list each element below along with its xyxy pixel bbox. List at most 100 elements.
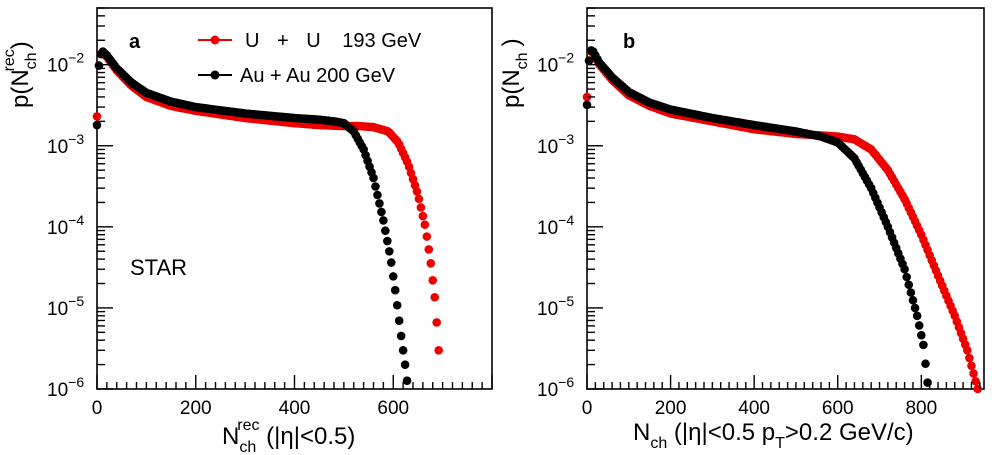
panel-b: 10−210−310−410−510−6 0 200 400 600 800 b p(N… <box>498 7 985 452</box>
x-tick-label: 200 <box>180 398 212 419</box>
panel-b-frame <box>586 7 985 390</box>
panel-b-xlabel-sub: ch <box>650 435 667 452</box>
panel-b-xlabel-mid: (|η|<0.5 p <box>667 419 775 446</box>
panel-b-y-axis-label: p(Nch) <box>498 38 531 108</box>
data-point-auau <box>379 216 388 225</box>
data-point-auau <box>373 190 382 200</box>
data-point-uu <box>428 276 438 285</box>
panel-a-y-ticks: 10−210−310−410−510−6 <box>47 7 113 401</box>
x-tick-label: 400 <box>279 398 311 419</box>
panel-a-ylabel-sup: rec <box>1 49 18 71</box>
y-tick-base: 10 <box>47 137 68 158</box>
data-point-auau <box>386 258 396 267</box>
data-point-uu <box>965 353 974 363</box>
panel-a-ylabel-main: p(N <box>7 69 34 108</box>
panel-b-x-axis-label: Nch (|η|<0.5 pT>0.2 GeV/c) <box>633 419 914 452</box>
data-point-uu <box>414 194 424 204</box>
y-tick-base: 10 <box>47 380 68 401</box>
data-point-auau <box>392 300 402 310</box>
legend-uu-part-2: + <box>277 30 289 52</box>
y-tick-base: 10 <box>537 137 558 158</box>
panel-b-xlabel-main: N <box>633 419 650 446</box>
legend-uu-part-1: U <box>245 30 259 52</box>
data-point-auau <box>902 272 911 282</box>
panel-a-xlabel-rest: (|η|<0.5) <box>259 423 355 450</box>
panel-b-data-points <box>582 46 983 394</box>
data-point-auau <box>394 316 404 326</box>
data-point-auau <box>582 100 592 110</box>
data-point-auau <box>381 226 390 236</box>
data-point-auau <box>914 321 924 330</box>
panel-a-ylabel-close: ) <box>7 41 34 49</box>
y-tick-base: 10 <box>47 218 68 239</box>
x-tick-label: 600 <box>377 398 409 419</box>
y-tick-label: 10−3 <box>537 131 574 158</box>
data-point-auau <box>390 285 400 295</box>
data-point-uu <box>424 245 434 254</box>
data-point-uu <box>973 384 983 394</box>
data-point-auau <box>94 61 104 70</box>
data-point-auau <box>919 340 928 350</box>
data-point-auau <box>912 311 922 321</box>
y-tick-exponent: −3 <box>558 131 574 147</box>
data-point-uu <box>422 232 432 241</box>
panel-a-xlabel-main: N <box>222 423 239 450</box>
data-point-auau <box>904 280 914 290</box>
data-point-uu <box>967 361 976 371</box>
data-point-auau <box>398 346 408 355</box>
x-tick-label: 0 <box>582 398 593 419</box>
star-label: STAR <box>130 255 187 280</box>
data-point-auau <box>385 247 394 256</box>
data-point-uu <box>92 112 102 121</box>
data-point-uu <box>426 259 436 268</box>
panel-b-xlabel-rest: >0.2 GeV/c) <box>785 419 914 446</box>
data-point-auau <box>369 173 378 183</box>
panel-a-ylabel-sub: ch <box>23 52 40 69</box>
y-tick-label: 10−5 <box>537 293 574 320</box>
panel-b-letter: b <box>623 31 635 53</box>
y-tick-exponent: −4 <box>558 212 574 228</box>
data-point-auau <box>383 236 392 246</box>
legend: U + U 193 GeV Au + Au 200 GeV <box>198 30 422 87</box>
data-point-auau <box>906 288 916 297</box>
data-point-auau <box>900 264 909 274</box>
x-tick-label: 200 <box>655 398 687 419</box>
panel-a-x-ticks: 0 200 400 600 <box>92 375 493 419</box>
y-tick-exponent: −3 <box>68 131 84 147</box>
y-tick-label: 10−5 <box>47 293 84 320</box>
y-tick-base: 10 <box>47 299 68 320</box>
x-tick-label: 0 <box>92 398 103 419</box>
legend-uu-marker <box>210 35 220 45</box>
y-tick-exponent: −4 <box>68 212 84 228</box>
data-point-auau <box>377 207 386 217</box>
data-point-auau <box>923 378 932 387</box>
panel-b-x-ticks: 0 200 400 600 800 <box>582 375 981 419</box>
x-tick-label: 600 <box>822 398 854 419</box>
data-point-auau <box>584 56 594 65</box>
y-tick-label: 10−4 <box>537 212 574 239</box>
data-point-uu <box>971 376 980 386</box>
data-point-uu <box>969 369 978 378</box>
y-tick-exponent: −6 <box>68 374 84 390</box>
panel-b-ylabel-close: ) <box>498 38 525 46</box>
y-tick-base: 10 <box>537 218 558 239</box>
panel-a-y-axis-label: p(Nchrec) <box>1 41 40 108</box>
data-point-uu <box>430 292 440 302</box>
data-point-auau <box>910 303 920 313</box>
panel-b-xlabel-sub2: T <box>775 435 785 452</box>
y-tick-base: 10 <box>537 299 558 320</box>
y-tick-exponent: −5 <box>68 293 84 309</box>
y-tick-label: 10−6 <box>47 374 84 401</box>
legend-auau-marker <box>210 70 220 80</box>
data-point-auau <box>400 360 410 370</box>
data-point-auau <box>921 359 930 369</box>
legend-auau-label: Au + Au 200 GeV <box>240 65 396 87</box>
y-tick-base: 10 <box>537 56 558 77</box>
y-tick-base: 10 <box>47 56 68 77</box>
x-tick-label: 400 <box>738 398 770 419</box>
y-tick-exponent: −2 <box>68 50 84 66</box>
legend-uu-label: U + U 193 GeV <box>245 30 422 52</box>
y-tick-exponent: −2 <box>558 50 574 66</box>
y-tick-base: 10 <box>537 380 558 401</box>
